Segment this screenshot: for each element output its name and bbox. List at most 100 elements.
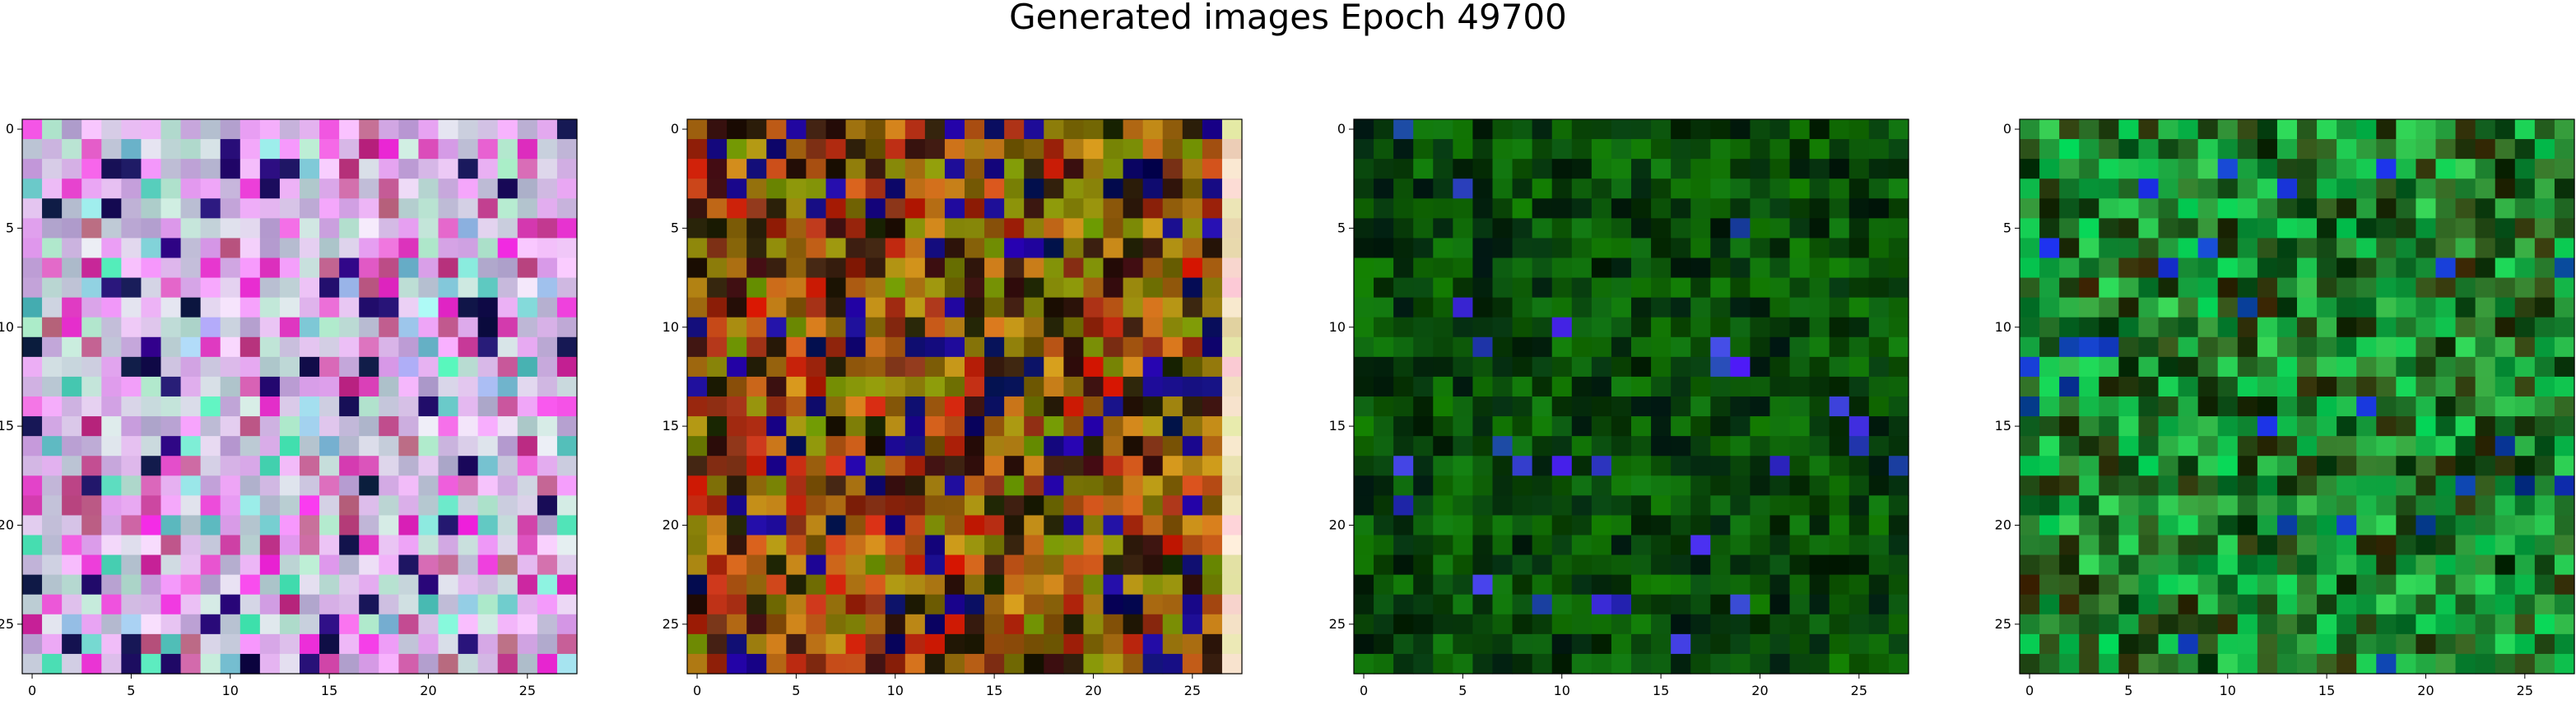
pixel-cell bbox=[557, 218, 578, 239]
pixel-cell bbox=[2416, 495, 2436, 516]
pixel-cell bbox=[1790, 396, 1811, 417]
pixel-cell bbox=[1790, 238, 1811, 258]
pixel-cell bbox=[478, 495, 499, 516]
pixel-cell bbox=[1044, 298, 1064, 318]
pixel-cell bbox=[2138, 555, 2159, 576]
pixel-cell bbox=[1472, 595, 1493, 615]
pixel-cell bbox=[161, 595, 182, 615]
pixel-cell bbox=[1453, 238, 1473, 258]
pixel-cell bbox=[2118, 555, 2139, 576]
pixel-cell bbox=[1671, 555, 1691, 576]
pixel-cell bbox=[2099, 575, 2119, 596]
x-tick-label: 0 bbox=[28, 683, 36, 698]
pixel-cell bbox=[2020, 575, 2040, 596]
pixel-cell bbox=[2020, 515, 2040, 536]
pixel-cell bbox=[81, 495, 102, 516]
pixel-cell bbox=[1572, 555, 1593, 576]
pixel-cell bbox=[1730, 536, 1751, 556]
pixel-cell bbox=[1513, 139, 1533, 160]
pixel-cell bbox=[2159, 416, 2179, 437]
pixel-cell bbox=[240, 436, 261, 457]
pixel-cell bbox=[687, 119, 708, 140]
pixel-cell bbox=[1222, 357, 1243, 378]
pixel-cell bbox=[2138, 436, 2159, 457]
pixel-cell bbox=[1374, 436, 1394, 457]
pixel-cell bbox=[1202, 654, 1223, 675]
pixel-cell bbox=[1202, 436, 1223, 457]
pixel-cell bbox=[2297, 159, 2318, 179]
pixel-cell bbox=[81, 634, 102, 655]
pixel-cell bbox=[1690, 159, 1711, 179]
pixel-cell bbox=[1433, 416, 1453, 437]
pixel-cell bbox=[945, 337, 965, 358]
pixel-cell bbox=[2178, 119, 2199, 140]
pixel-cell bbox=[2317, 614, 2337, 635]
pixel-cell bbox=[2099, 396, 2119, 417]
pixel-cell bbox=[81, 536, 102, 556]
pixel-cell bbox=[1849, 475, 1870, 496]
pixel-cell bbox=[280, 555, 300, 576]
pixel-cell bbox=[1163, 198, 1183, 219]
pixel-cell bbox=[1690, 178, 1711, 199]
pixel-cell bbox=[1710, 198, 1731, 219]
pixel-cell bbox=[2039, 357, 2060, 378]
pixel-cell bbox=[2079, 396, 2099, 417]
pixel-cell bbox=[1063, 318, 1084, 338]
pixel-cell bbox=[2356, 119, 2377, 140]
pixel-cell bbox=[181, 318, 202, 338]
pixel-cell bbox=[62, 634, 82, 655]
pixel-cell bbox=[1202, 515, 1223, 536]
pixel-cell bbox=[1552, 495, 1573, 516]
pixel-cell bbox=[1472, 337, 1493, 358]
pixel-cell bbox=[2238, 238, 2258, 258]
pixel-cell bbox=[161, 436, 182, 457]
pixel-cell bbox=[62, 218, 82, 239]
pixel-cell bbox=[2257, 436, 2278, 457]
pixel-cell bbox=[181, 436, 202, 457]
pixel-cell bbox=[359, 575, 379, 596]
pixel-cell bbox=[1393, 456, 1414, 476]
pixel-cell bbox=[1750, 475, 1770, 496]
pixel-cell bbox=[1183, 139, 1203, 160]
pixel-cell bbox=[1532, 515, 1553, 536]
pixel-cell bbox=[2238, 475, 2258, 496]
pixel-cell bbox=[1393, 238, 1414, 258]
pixel-cell bbox=[101, 357, 122, 378]
pixel-cell bbox=[22, 318, 43, 338]
pixel-cell bbox=[1592, 595, 1612, 615]
pixel-cell bbox=[2178, 258, 2199, 279]
pixel-cell bbox=[2317, 198, 2337, 219]
pixel-cell bbox=[2555, 139, 2575, 160]
pixel-cell bbox=[1393, 595, 1414, 615]
pixel-cell bbox=[101, 298, 122, 318]
pixel-cell bbox=[1044, 178, 1064, 199]
pixel-cell bbox=[746, 198, 767, 219]
pixel-cell bbox=[1413, 634, 1434, 655]
pixel-cell bbox=[1730, 357, 1751, 378]
image-svg: 0 5 10 15 20 250510152025 bbox=[2020, 119, 2576, 711]
pixel-cell bbox=[905, 555, 926, 576]
pixel-cell bbox=[280, 536, 300, 556]
pixel-cell bbox=[1374, 536, 1394, 556]
pixel-cell bbox=[458, 515, 479, 536]
pixel-cell bbox=[925, 575, 946, 596]
pixel-cell bbox=[141, 654, 161, 675]
pixel-cell bbox=[2317, 178, 2337, 199]
pixel-cell bbox=[1552, 357, 1573, 378]
pixel-cell bbox=[925, 416, 946, 437]
pixel-cell bbox=[1572, 298, 1593, 318]
pixel-cell bbox=[1024, 416, 1044, 437]
pixel-cell bbox=[687, 555, 708, 576]
pixel-cell bbox=[1104, 178, 1124, 199]
pixel-cell bbox=[1004, 178, 1025, 199]
pixel-cell bbox=[101, 436, 122, 457]
pixel-cell bbox=[886, 416, 906, 437]
pixel-cell bbox=[398, 218, 419, 239]
pixel-cell bbox=[727, 218, 747, 239]
pixel-cell bbox=[925, 139, 946, 160]
pixel-cell bbox=[2356, 178, 2377, 199]
pixel-cell bbox=[2476, 139, 2496, 160]
pixel-cell bbox=[2039, 475, 2060, 496]
pixel-cell bbox=[2337, 495, 2357, 516]
pixel-cell bbox=[2495, 555, 2516, 576]
